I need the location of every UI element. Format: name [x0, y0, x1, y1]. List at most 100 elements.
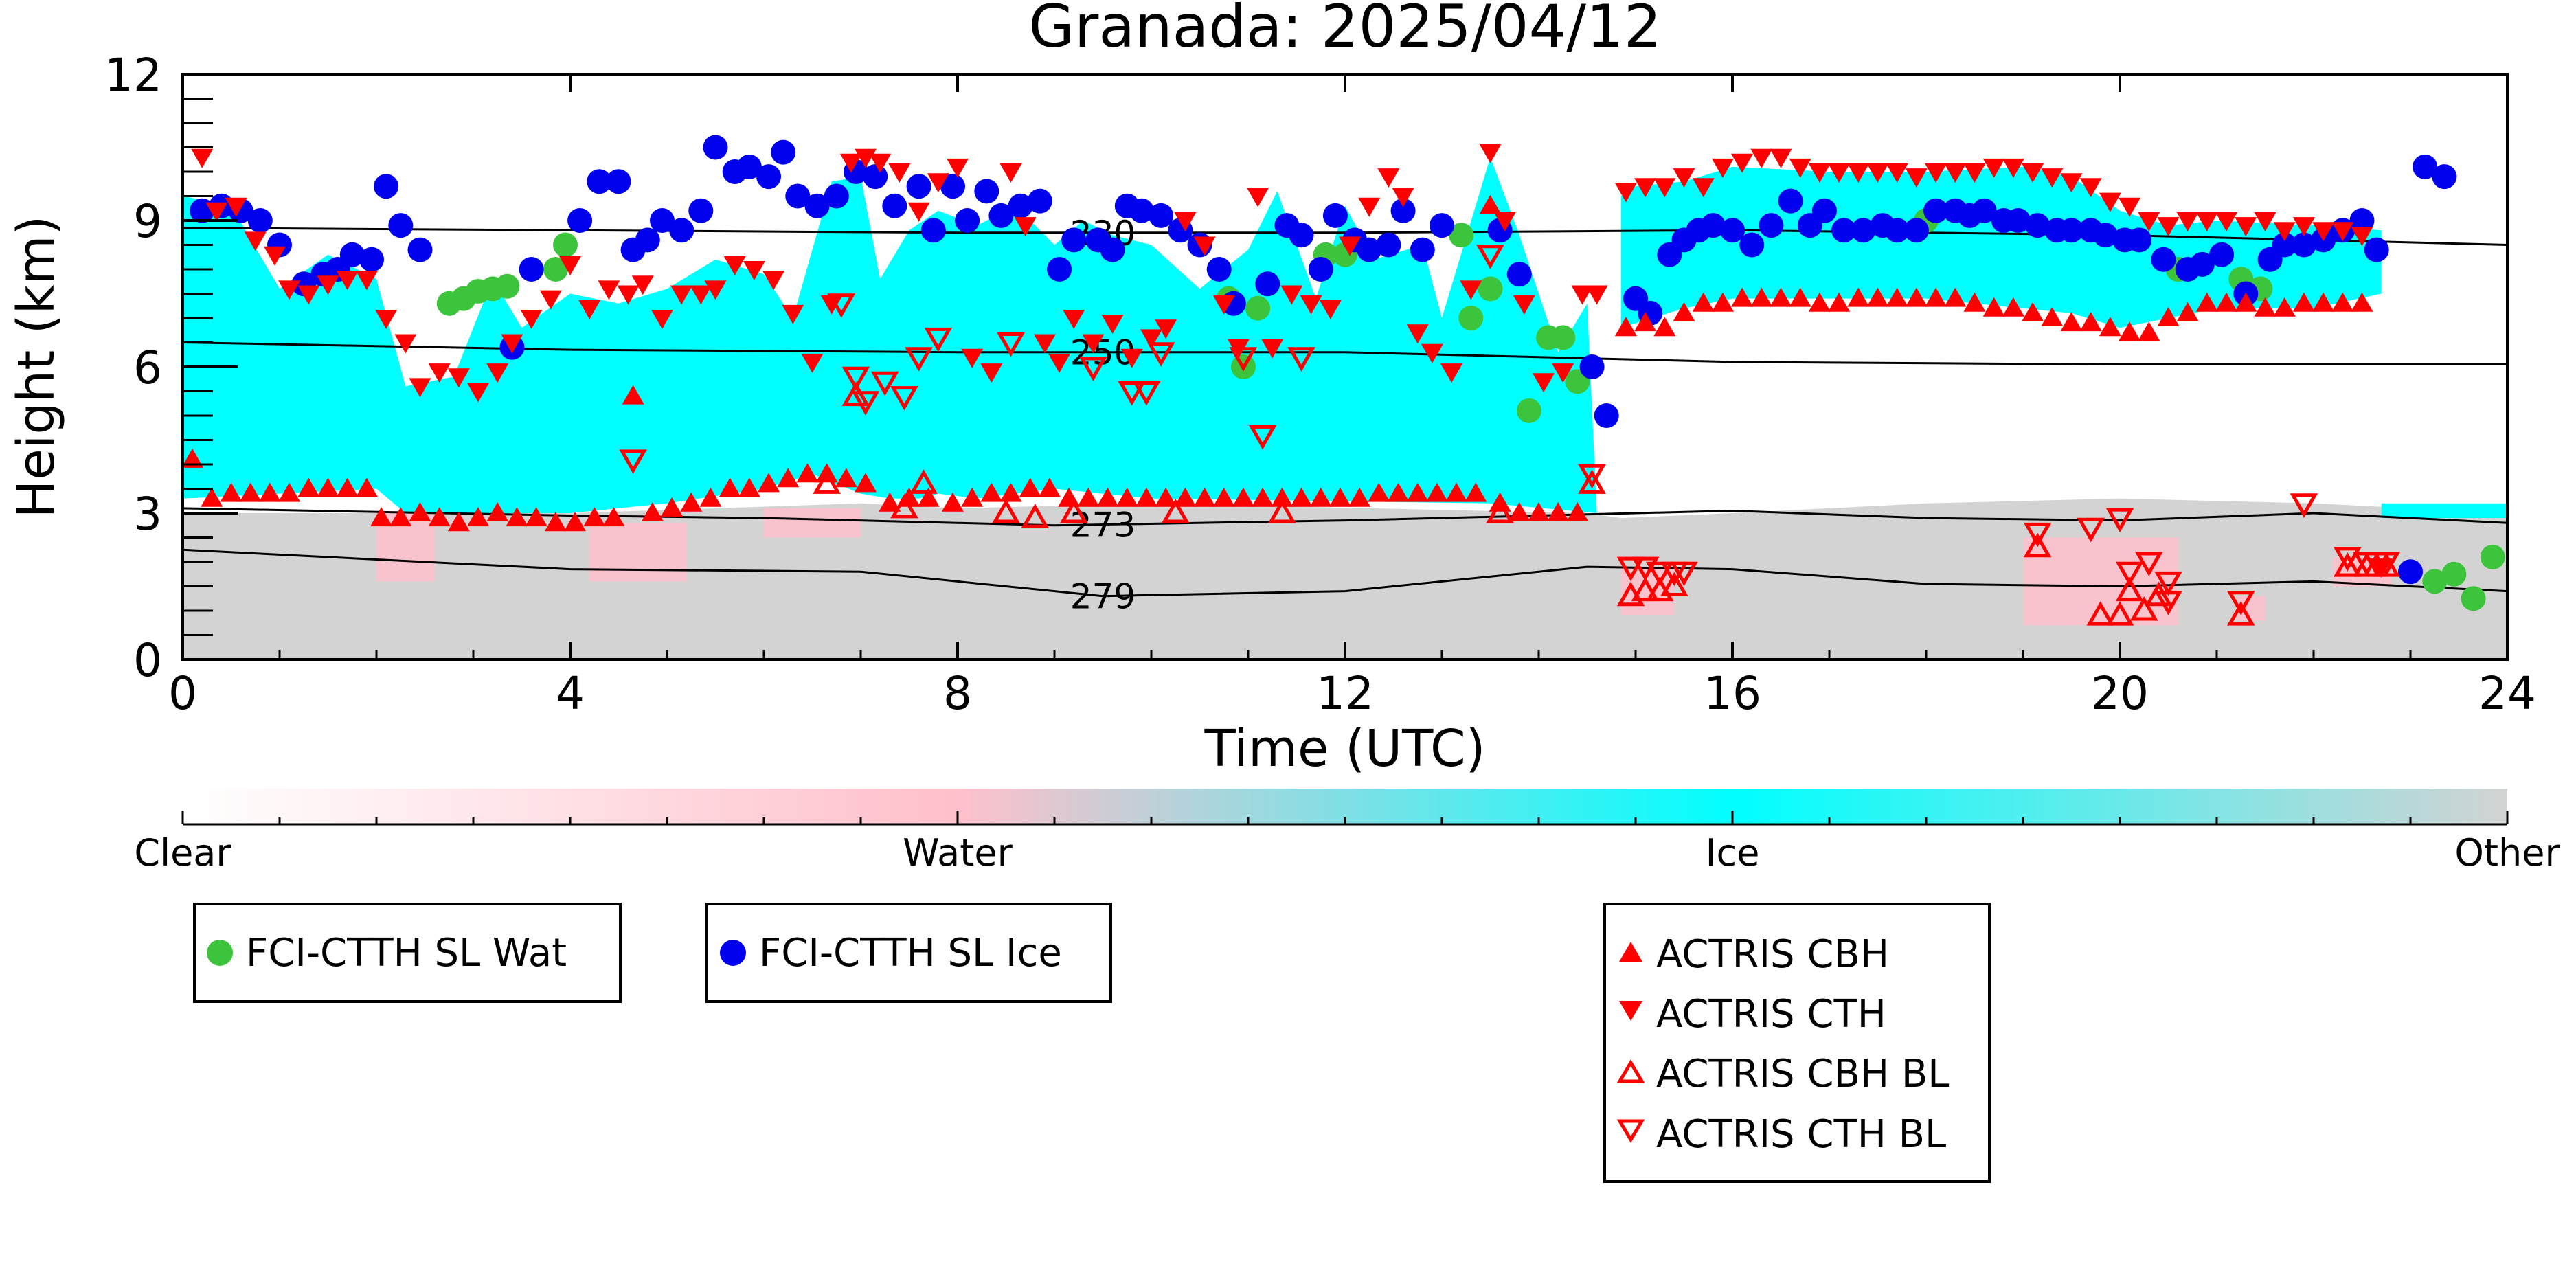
data-point — [992, 498, 1020, 523]
data-point — [1731, 153, 1754, 173]
data-point — [244, 231, 267, 251]
data-point — [583, 507, 606, 527]
x-tick-label: 24 — [2478, 667, 2536, 720]
y-tick-label: 12 — [104, 49, 162, 102]
data-point — [1692, 292, 1715, 312]
y-tick-label: 9 — [133, 195, 162, 248]
data-point — [2157, 217, 2180, 237]
data-point — [1449, 223, 1474, 248]
data-point — [567, 208, 593, 233]
data-point — [606, 169, 631, 194]
data-point — [447, 512, 470, 532]
data-point — [1289, 223, 1314, 248]
data-point — [756, 164, 781, 190]
legend-fci-wat: FCI-CTTH SL Wat — [193, 903, 622, 1003]
data-point — [651, 310, 673, 329]
data-point — [670, 285, 693, 305]
data-point — [394, 334, 417, 354]
data-point — [1506, 262, 1532, 287]
data-point — [777, 468, 800, 488]
data-point — [1631, 576, 1660, 602]
water-class-patch — [764, 508, 861, 538]
data-point — [738, 477, 760, 497]
data-point — [1971, 198, 1997, 223]
data-point — [519, 257, 544, 282]
other-class-area — [183, 498, 2507, 659]
data-point — [467, 507, 490, 527]
data-point — [1750, 287, 1773, 307]
data-point — [988, 203, 1014, 228]
data-point — [699, 487, 722, 507]
data-point — [374, 174, 399, 199]
data-point — [1585, 285, 1608, 305]
data-point — [890, 493, 918, 519]
data-point — [635, 227, 660, 253]
x-tick-label: 16 — [1704, 667, 1761, 720]
data-point — [955, 208, 980, 233]
legend-label: FCI-CTTH SL Wat — [246, 931, 567, 975]
data-point — [622, 385, 644, 405]
data-point — [1866, 287, 1889, 307]
data-point — [796, 463, 819, 483]
data-point — [2105, 508, 2134, 533]
legend-marker-blue-circle — [720, 940, 746, 966]
data-point — [1425, 482, 1448, 502]
data-point — [1140, 329, 1162, 349]
data-point — [1309, 487, 1332, 507]
data-point — [2331, 222, 2354, 242]
data-point — [905, 347, 933, 372]
data-point — [999, 482, 1022, 502]
data-point — [1516, 398, 1541, 423]
data-point — [980, 363, 1003, 383]
data-point — [1770, 287, 1792, 307]
data-point — [370, 507, 393, 527]
data-point — [1290, 487, 1313, 507]
data-point — [525, 507, 547, 527]
data-point — [1547, 502, 1570, 521]
data-point — [927, 173, 949, 193]
y-tick-label: 3 — [133, 488, 162, 541]
data-point — [1851, 218, 1876, 243]
data-point — [247, 208, 273, 233]
data-point — [263, 246, 286, 266]
data-point — [2145, 581, 2173, 607]
data-point — [1232, 487, 1254, 507]
colorbar-label-clear: Clear — [134, 831, 231, 874]
data-point — [669, 218, 694, 243]
legend-box — [705, 903, 1112, 1003]
data-point — [559, 256, 581, 275]
data-point — [947, 158, 969, 178]
data-point — [1033, 334, 1056, 354]
data-point — [1982, 158, 2005, 178]
data-point — [388, 213, 414, 238]
data-point — [1212, 295, 1235, 315]
data-point — [1486, 498, 1514, 523]
legend-label: ACTRIS CTH — [1656, 992, 1886, 1037]
data-point — [2422, 569, 2448, 594]
data-point — [1206, 257, 1232, 282]
data-point — [771, 139, 796, 165]
data-point — [1079, 357, 1107, 382]
data-point — [1212, 487, 1235, 507]
data-point — [2005, 208, 2031, 233]
ice-class-area — [183, 157, 2507, 519]
data-point — [1174, 212, 1197, 231]
data-point — [2176, 302, 2199, 321]
data-point — [553, 232, 578, 258]
data-point — [2461, 586, 2486, 611]
data-point — [1923, 198, 1949, 223]
data-point — [890, 386, 918, 411]
data-point — [1905, 287, 1928, 307]
data-point — [1082, 334, 1105, 354]
colorbar-label-water: Water — [903, 831, 1013, 874]
data-point — [1903, 218, 1929, 243]
data-point — [906, 174, 931, 199]
data-point — [1255, 271, 1280, 297]
data-point — [564, 512, 587, 532]
data-point — [2226, 601, 2255, 626]
data-point — [428, 507, 451, 527]
data-point — [1101, 315, 1124, 335]
data-point — [1368, 482, 1390, 502]
y-axis-label: Height (km) — [7, 216, 66, 519]
data-point — [617, 285, 640, 305]
